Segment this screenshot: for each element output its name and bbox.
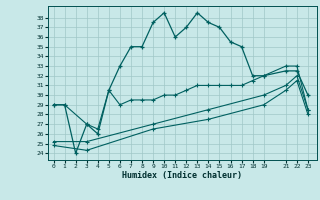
X-axis label: Humidex (Indice chaleur): Humidex (Indice chaleur) [123, 171, 243, 180]
